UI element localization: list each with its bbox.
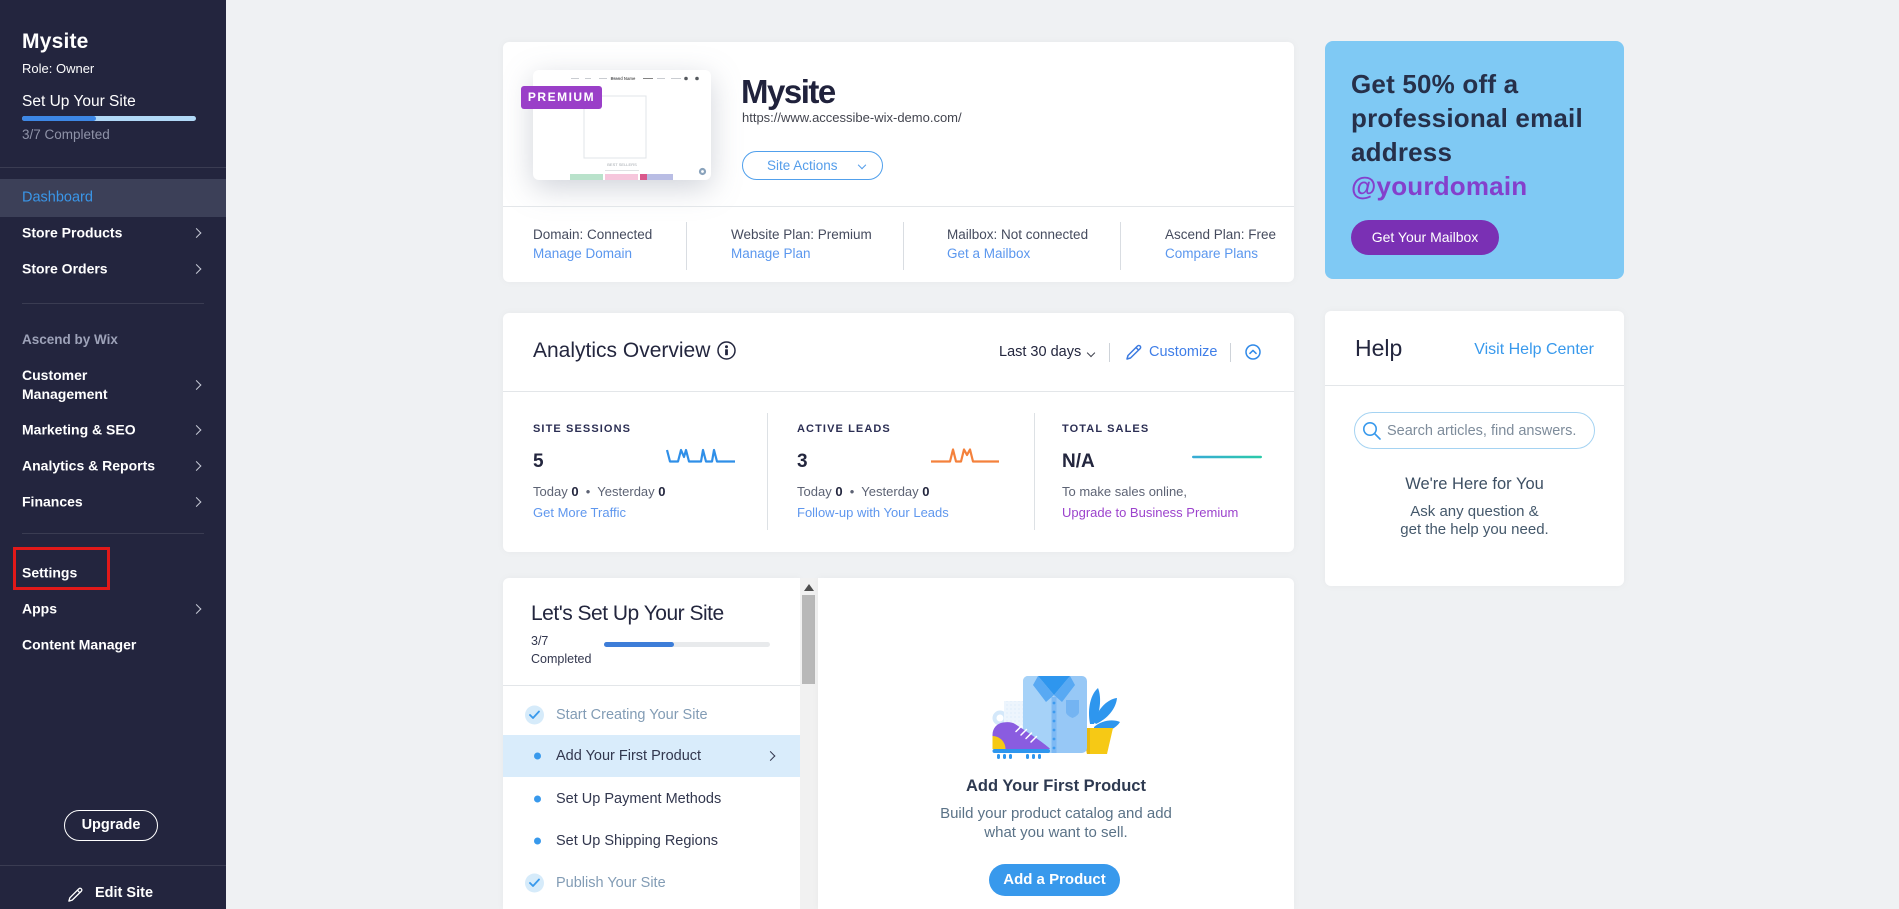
svg-text:BEST SELLERS: BEST SELLERS	[607, 162, 637, 167]
svg-text:Brand Name: Brand Name	[611, 76, 636, 81]
